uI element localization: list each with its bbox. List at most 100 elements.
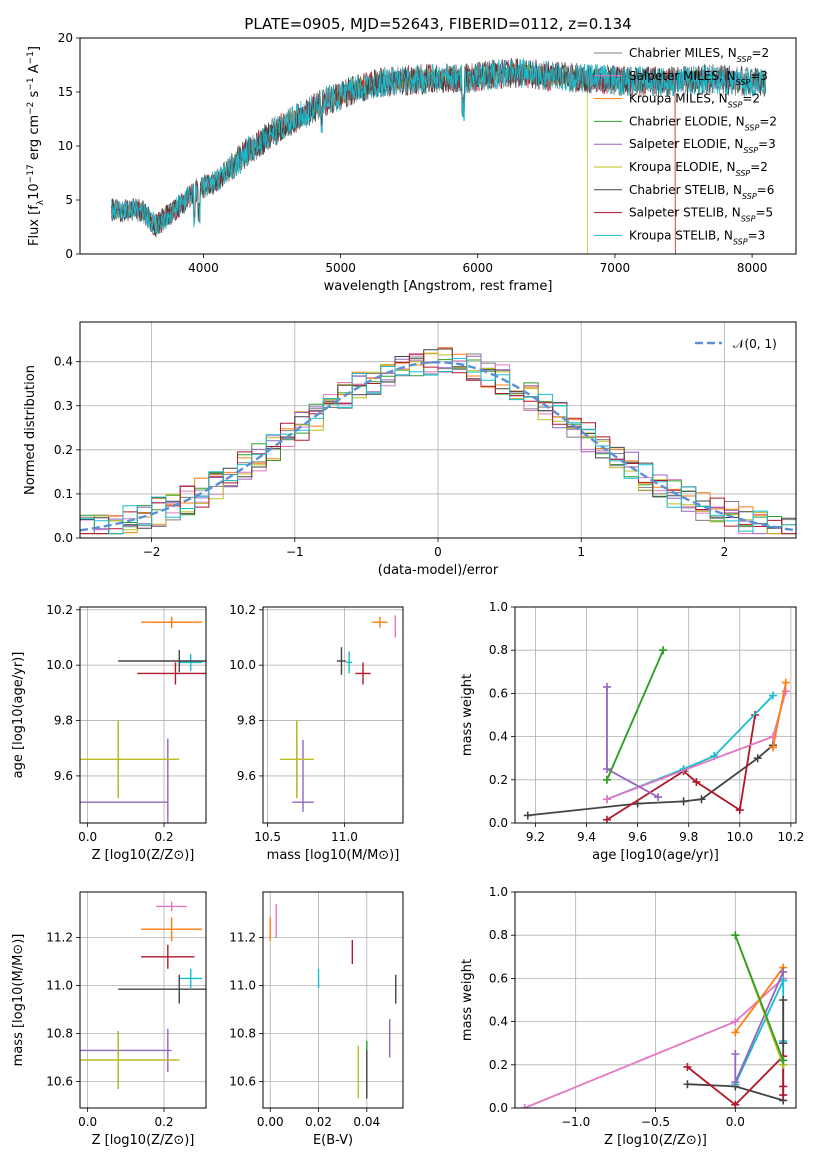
ytick-label: 0.2 (489, 773, 508, 787)
massweight-point (779, 967, 788, 976)
panel-residuals: −2 −1 0 1 2 0.0 0.1 0.2 0.3 0.4 (data-model)/error… (23, 321, 797, 578)
massweight-point (731, 1100, 740, 1108)
x-axis-label: (data-model)/error (378, 563, 499, 578)
xtick-label: 10.0 (726, 830, 753, 844)
massweight-point (779, 1082, 788, 1091)
massweight-line (772, 682, 787, 748)
massweight-point (769, 743, 778, 752)
massweight-point (683, 1080, 692, 1089)
x-axis-label: E(B-V) (313, 1133, 353, 1148)
plot-area-massweight-vs-Z (520, 931, 788, 1108)
y-axis-label: mass weight (460, 674, 475, 756)
xtick-label: 9.6 (628, 830, 647, 844)
legend-entry: Chabrier ELODIE, NSSP=2 (629, 114, 777, 131)
ytick-label: 5 (65, 193, 73, 207)
xtick-label: 7000 (600, 261, 631, 275)
xtick-label: 0.04 (353, 1115, 380, 1129)
ytick-label: 15 (58, 85, 73, 99)
massweight-point (781, 678, 790, 687)
xtick-label: 1 (577, 545, 585, 559)
massweight-point (683, 1062, 692, 1071)
ytick-label: 0.0 (489, 1101, 508, 1115)
ytick-label: 1.0 (489, 600, 508, 614)
xtick-label: 2 (721, 545, 729, 559)
massweight-point (781, 687, 790, 696)
panel-massweight-vs-age: 9.2 9.4 9.6 9.8 10.0 10.2 0.0 0.2 0.4 0.6 0.8 1.0 ag… (460, 600, 804, 863)
massweight-point (731, 1050, 740, 1058)
spectrum-legend: Chabrier MILES, NSSP=2 Salpeter MILES, NS… (594, 46, 777, 246)
panel-mass-vs-Z: 0.0 0.2 10.6 10.8 11.0 11.2 Z [log10(Z/Z⊙)] mas… (11, 891, 207, 1148)
ytick-label: 0.1 (54, 487, 73, 501)
massweight-point (769, 691, 778, 700)
ytick-label: 0.4 (489, 730, 508, 744)
ytick-label: 0.6 (489, 971, 508, 985)
massweight-point (735, 806, 744, 815)
xtick-label: 0.02 (305, 1115, 332, 1129)
y-axis-label: mass weight (460, 959, 475, 1041)
massweight-point (602, 775, 611, 784)
ytick-label: 0.0 (54, 531, 73, 545)
ytick-label: 10.0 (229, 658, 256, 672)
spectrum-line (111, 58, 766, 235)
xtick-label: 4000 (188, 261, 219, 275)
ytick-label: 10.6 (229, 1075, 256, 1089)
y-axis-label: mass [log10(M/M⊙)] (11, 934, 26, 1067)
massweight-point (753, 754, 762, 763)
legend-entry: Kroupa STELIB, NSSP=3 (629, 228, 765, 246)
plot-area-spectrum (111, 58, 766, 254)
histogram-step (80, 355, 796, 535)
plot-area-mass-vs-EBV (269, 904, 397, 1099)
ytick-label: 0.4 (489, 1015, 508, 1029)
panel-age-vs-Z: 0.0 0.2 9.6 9.8 10.0 10.2 Z [log10(Z/Z⊙)] age [… (11, 603, 207, 863)
massweight-point (731, 931, 740, 940)
ytick-label: 0.6 (489, 686, 508, 700)
figure-title: PLATE=0905, MJD=52643, FIBERID=0112, z=0… (244, 15, 631, 33)
massweight-point (779, 1039, 788, 1048)
massweight-point (731, 1078, 740, 1087)
massweight-point (602, 795, 611, 804)
massweight-point (697, 795, 706, 804)
ytick-label: 10.0 (46, 658, 73, 672)
ytick-label: 10 (58, 139, 73, 153)
ytick-label: 10.6 (46, 1075, 73, 1089)
ytick-label: 11.0 (46, 979, 73, 993)
legend-entry: 𝒩(0, 1) (733, 337, 777, 351)
plot-area-age-vs-mass (279, 615, 397, 812)
xtick-label: 0.00 (257, 1115, 284, 1129)
y-axis-label: age [log10(age/yr)] (11, 652, 26, 779)
axes-frame (262, 606, 404, 824)
axes-frame (262, 891, 404, 1109)
ytick-label: 0.2 (54, 443, 73, 457)
massweight-line (606, 686, 659, 798)
grid-age-vs-Z (80, 607, 206, 823)
massweight-line (734, 971, 785, 1083)
grid-mass-vs-EBV (263, 892, 403, 1108)
massweight-line (527, 744, 774, 817)
axes-frame (79, 37, 797, 255)
legend-entry: Kroupa MILES, NSSP=2 (629, 92, 760, 110)
ytick-label: 11.2 (46, 931, 73, 945)
massweight-point (659, 646, 668, 655)
axes-frame (79, 606, 207, 824)
panel-mass-vs-EBV: 0.00 0.02 0.04 10.6 10.8 11.0 11.2 E(B-V) (229, 891, 404, 1148)
axes-frame (79, 891, 207, 1109)
panel-age-vs-mass: 10.5 11.0 9.6 9.8 10.0 10.2 mass [log10(M/M⊙)] (229, 603, 404, 863)
x-axis-label: Z [log10(Z/Z⊙)] (92, 1133, 195, 1148)
massweight-point (779, 996, 788, 1004)
legend-entry: Chabrier STELIB, NSSP=6 (629, 183, 774, 201)
xtick-label: 0.2 (154, 830, 173, 844)
ytick-label: 0.3 (54, 399, 73, 413)
panel-spectrum: 4000 5000 6000 7000 8000 0 5 10 15 20 wavelength [… (26, 31, 797, 294)
y-axis-label: Flux [fλ10−17 erg cm−2 s−1 A−1] (26, 46, 46, 246)
massweight-point (731, 1017, 740, 1026)
histogram-step (80, 357, 796, 535)
xtick-label: 10.5 (254, 830, 281, 844)
ytick-label: 9.8 (54, 714, 73, 728)
ytick-label: 10.8 (46, 1027, 73, 1041)
ytick-label: 0.0 (489, 816, 508, 830)
legend-entry: Chabrier MILES, NSSP=2 (629, 46, 769, 64)
xtick-label: 8000 (737, 261, 768, 275)
panel-massweight-vs-Z: −1.0 −0.5 0.0 0.0 0.2 0.4 0.6 0.8 1.0 Z [log10(Z/… (460, 885, 797, 1148)
xtick-label: −2 (143, 545, 161, 559)
